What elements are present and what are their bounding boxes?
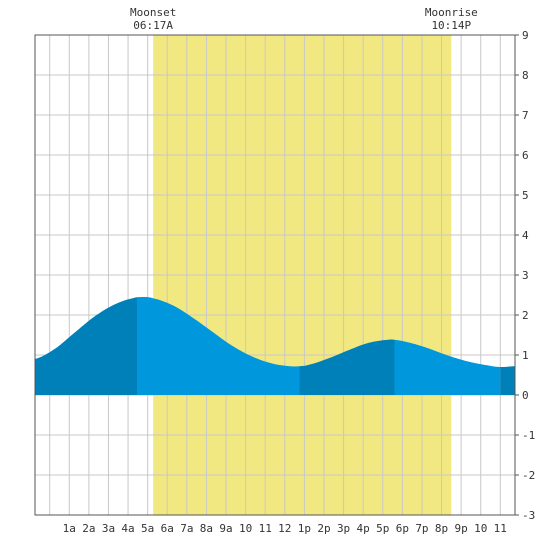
y-tick-label: -3 [522, 509, 535, 522]
y-tick-label: 9 [522, 29, 529, 42]
x-tick-label: 2p [317, 522, 330, 535]
y-tick-label: -2 [522, 469, 535, 482]
y-tick-label: 8 [522, 69, 529, 82]
x-tick-label: 11 [494, 522, 507, 535]
x-tick-label: 6p [396, 522, 409, 535]
x-tick-label: 9a [219, 522, 232, 535]
x-tick-label: 2a [82, 522, 95, 535]
y-tick-label: 3 [522, 269, 529, 282]
y-tick-label: -1 [522, 429, 535, 442]
x-tick-label: 3p [337, 522, 350, 535]
tide-area-segment [299, 339, 395, 395]
x-tick-label: 9p [454, 522, 467, 535]
y-tick-label: 1 [522, 349, 529, 362]
y-tick-label: 4 [522, 229, 529, 242]
y-tick-label: 2 [522, 309, 529, 322]
y-tick-label: 7 [522, 109, 529, 122]
moonrise-title: Moonrise [425, 6, 478, 19]
y-tick-label: 5 [522, 189, 529, 202]
y-tick-label: 6 [522, 149, 529, 162]
moonrise-time: 10:14P [431, 19, 471, 32]
x-tick-label: 6a [161, 522, 174, 535]
x-tick-label: 8p [435, 522, 448, 535]
x-tick-label: 11 [259, 522, 272, 535]
tide-area-segment [137, 297, 300, 395]
x-tick-label: 8a [200, 522, 213, 535]
tide-area-segment [394, 339, 501, 395]
x-tick-label: 5p [376, 522, 389, 535]
x-tick-label: 1a [63, 522, 76, 535]
y-tick-label: 0 [522, 389, 529, 402]
x-tick-label: 4a [121, 522, 134, 535]
x-tick-label: 4p [357, 522, 370, 535]
x-tick-label: 7a [180, 522, 193, 535]
moonset-time: 06:17A [133, 19, 173, 32]
x-tick-label: 1p [298, 522, 311, 535]
x-tick-label: 7p [415, 522, 428, 535]
x-tick-label: 3a [102, 522, 115, 535]
tide-area-segment [500, 366, 515, 395]
moonset-title: Moonset [130, 6, 176, 19]
x-tick-label: 12 [278, 522, 291, 535]
x-tick-label: 10 [239, 522, 252, 535]
tide-area-segment [35, 297, 138, 395]
x-tick-label: 10 [474, 522, 487, 535]
x-tick-label: 5a [141, 522, 154, 535]
